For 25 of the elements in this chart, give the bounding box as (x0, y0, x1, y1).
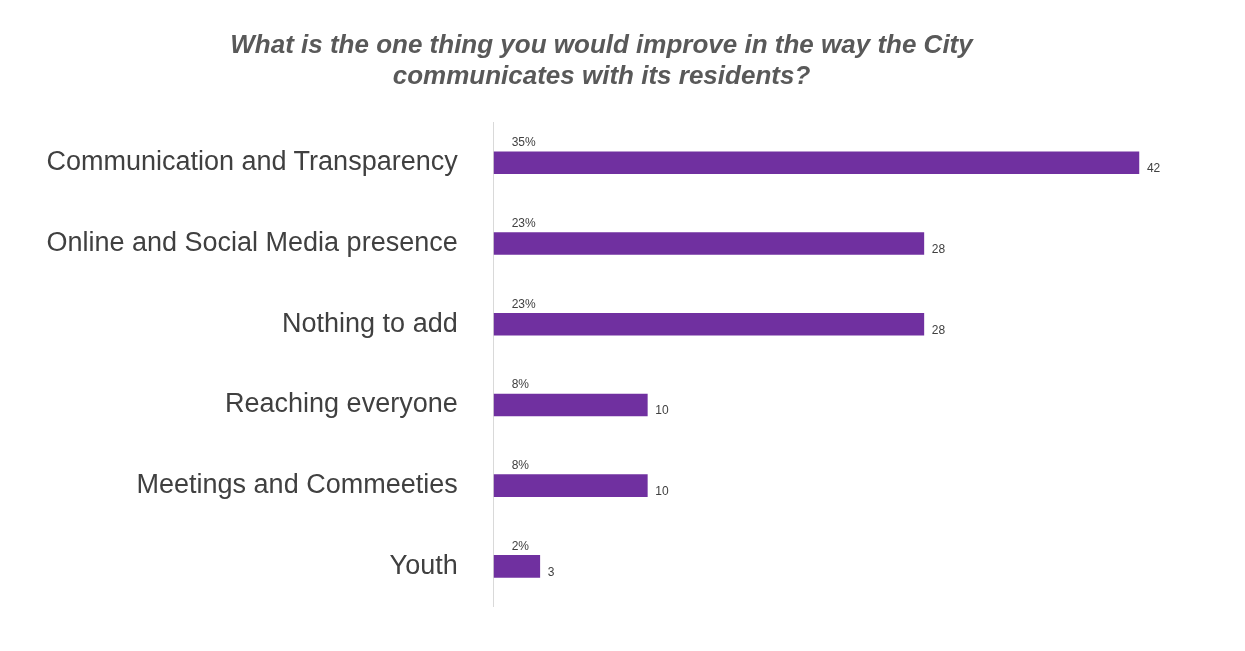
bar (493, 232, 925, 255)
bar (493, 474, 648, 498)
chart-title: What is the one thing you would improve in the way the City communicates with its residents? (230, 28, 975, 90)
annotation: 8% (511, 458, 530, 473)
y-tick-label: Youth (389, 549, 458, 580)
annotation: 8% (511, 377, 530, 392)
data-label: 3 (547, 564, 555, 579)
data-label: 10 (655, 403, 669, 418)
annotation: 23% (511, 296, 537, 311)
annotation: 35% (511, 135, 537, 150)
y-tick-label: Reaching everyone (225, 388, 458, 419)
annotation: 23% (511, 215, 537, 230)
bar (493, 555, 541, 578)
bar (493, 312, 925, 336)
data-label: 10 (655, 484, 669, 499)
data-label: 28 (931, 322, 946, 337)
data-label: 42 (1146, 161, 1161, 176)
y-tick-label: Communication and Transparency (46, 146, 459, 177)
y-tick-label: Nothing to add (282, 307, 458, 338)
bar (493, 151, 1140, 175)
y-tick-label: Online and Social Media presence (46, 226, 458, 257)
bar (493, 393, 648, 417)
data-label: 28 (931, 241, 946, 256)
annotation: 2% (511, 538, 530, 553)
y-tick-label: Meetings and Commeeties (136, 469, 458, 500)
